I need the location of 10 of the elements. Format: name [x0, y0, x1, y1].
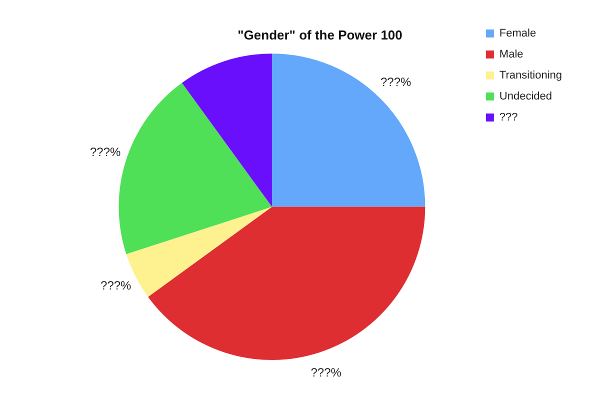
chart-title: "Gender" of the Power 100 [238, 27, 402, 42]
legend-label: Male [499, 48, 524, 61]
data-label: ???% [90, 144, 122, 159]
legend-label: ??? [499, 112, 518, 124]
legend-label: Female [499, 28, 536, 40]
data-label: ???% [100, 278, 132, 293]
legend-label: Undecided [499, 90, 552, 103]
data-label: ???% [310, 366, 342, 380]
data-label: ???% [380, 75, 412, 90]
legend-label: Transitioning [499, 70, 562, 82]
